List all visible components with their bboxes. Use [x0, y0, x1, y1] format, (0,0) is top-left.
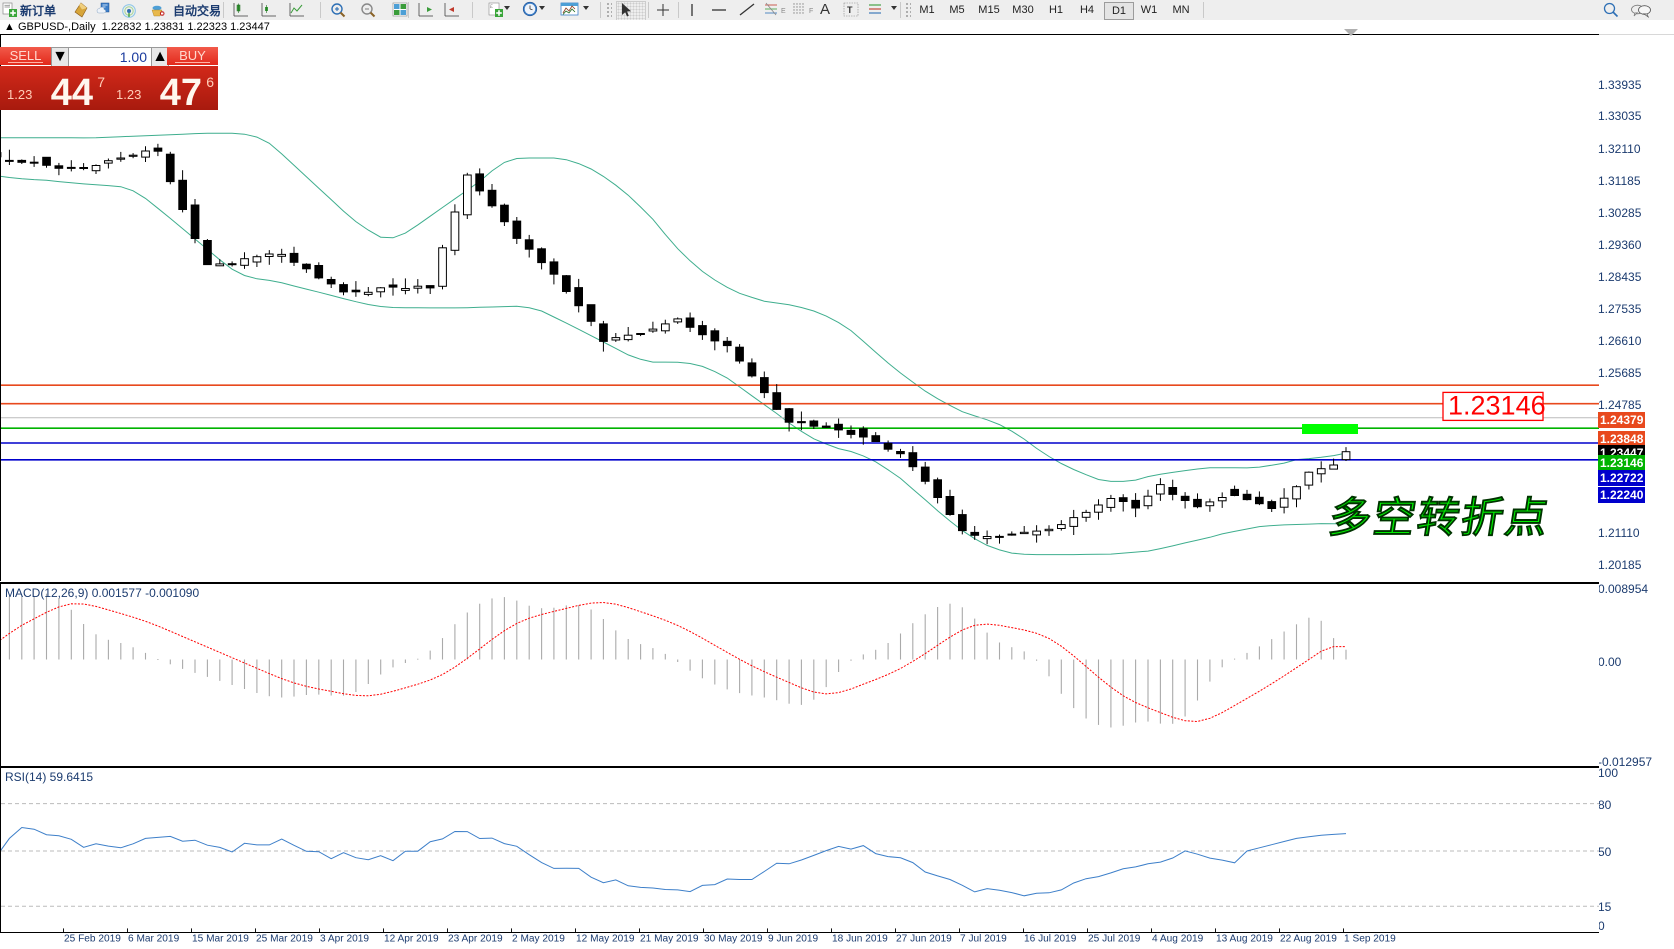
svg-text:1.23146: 1.23146 [1448, 391, 1546, 421]
svg-text:多空转折点: 多空转折点 [1326, 494, 1553, 541]
svg-text:T: T [847, 5, 853, 15]
svg-text:£: £ [490, 4, 493, 10]
